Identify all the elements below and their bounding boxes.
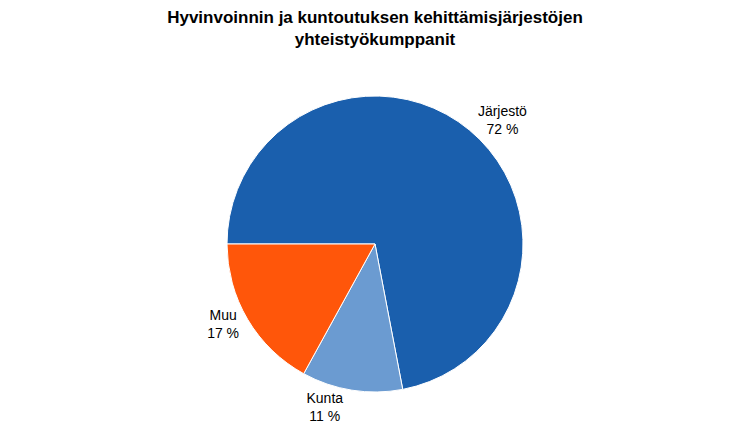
svg-text:Hyvinvoinnin ja kuntoutuksen k: Hyvinvoinnin ja kuntoutuksen kehittämisj… (167, 8, 583, 49)
svg-text:Muu17 %: Muu17 % (207, 307, 239, 341)
svg-text:Kunta11 %: Kunta11 % (306, 390, 343, 424)
svg-text:Järjestö72 %: Järjestö72 % (478, 103, 527, 137)
